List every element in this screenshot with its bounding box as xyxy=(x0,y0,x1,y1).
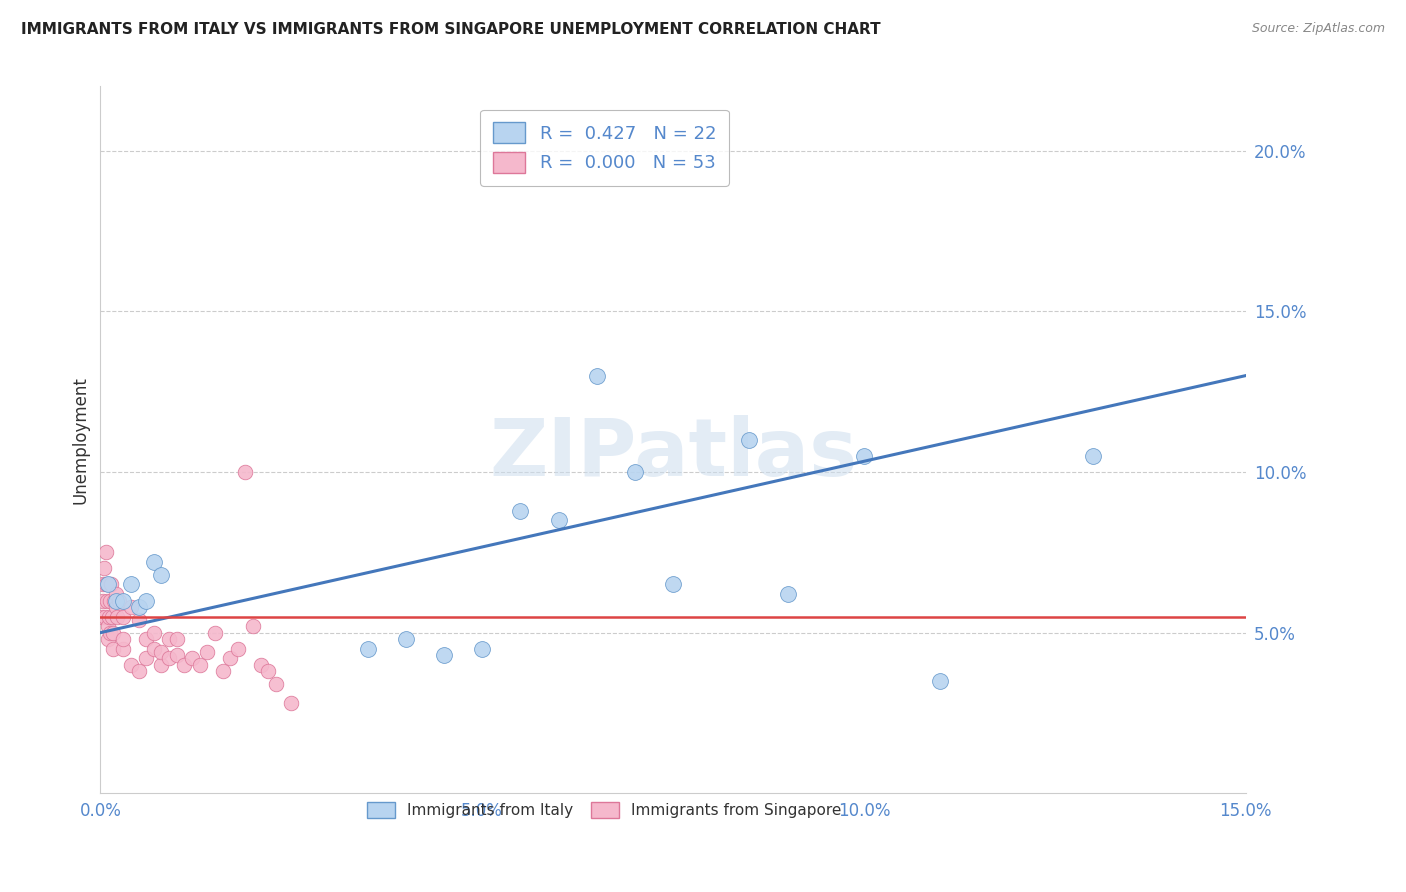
Point xyxy=(96,545,118,559)
Point xyxy=(96,593,118,607)
Point xyxy=(90,609,112,624)
Point xyxy=(128,599,150,614)
Point xyxy=(98,625,121,640)
Point xyxy=(112,609,135,624)
Point xyxy=(181,651,204,665)
Point xyxy=(280,697,302,711)
Point xyxy=(97,632,120,646)
Point xyxy=(356,641,378,656)
Legend: Immigrants from Italy, Immigrants from Singapore: Immigrants from Italy, Immigrants from S… xyxy=(361,797,848,824)
Point xyxy=(91,593,114,607)
Point xyxy=(662,577,685,591)
Point xyxy=(211,664,233,678)
Point xyxy=(624,465,647,479)
Point xyxy=(509,503,531,517)
Point xyxy=(249,657,271,672)
Point xyxy=(157,651,180,665)
Point xyxy=(929,673,952,688)
Text: IMMIGRANTS FROM ITALY VS IMMIGRANTS FROM SINGAPORE UNEMPLOYMENT CORRELATION CHAR: IMMIGRANTS FROM ITALY VS IMMIGRANTS FROM… xyxy=(21,22,880,37)
Point xyxy=(135,651,157,665)
Point xyxy=(173,657,195,672)
Point xyxy=(157,632,180,646)
Point xyxy=(257,664,280,678)
Point xyxy=(105,609,128,624)
Point xyxy=(93,561,115,575)
Point xyxy=(128,664,150,678)
Point xyxy=(97,577,120,591)
Point xyxy=(103,625,125,640)
Point xyxy=(103,593,125,607)
Point xyxy=(104,593,127,607)
Point xyxy=(150,657,173,672)
Text: ZIPatlas: ZIPatlas xyxy=(489,415,858,493)
Point xyxy=(120,657,142,672)
Point xyxy=(101,609,124,624)
Point xyxy=(120,577,142,591)
Point xyxy=(433,648,456,662)
Point xyxy=(142,641,165,656)
Point xyxy=(150,645,173,659)
Point xyxy=(853,449,876,463)
Point xyxy=(166,632,188,646)
Point xyxy=(195,645,218,659)
Text: Source: ZipAtlas.com: Source: ZipAtlas.com xyxy=(1251,22,1385,36)
Point xyxy=(94,577,117,591)
Point xyxy=(188,657,211,672)
Point xyxy=(547,513,569,527)
Point xyxy=(97,619,120,633)
Point xyxy=(264,677,287,691)
Point xyxy=(93,577,115,591)
Point xyxy=(471,641,494,656)
Point xyxy=(112,641,135,656)
Point xyxy=(150,567,173,582)
Point xyxy=(204,625,226,640)
Point xyxy=(585,368,607,383)
Point xyxy=(738,433,761,447)
Point xyxy=(112,593,135,607)
Point xyxy=(98,593,121,607)
Point xyxy=(108,593,131,607)
Point xyxy=(166,648,188,662)
Point xyxy=(94,609,117,624)
Point xyxy=(101,641,124,656)
Point xyxy=(142,625,165,640)
Point xyxy=(120,599,142,614)
Point xyxy=(104,587,127,601)
Point xyxy=(776,587,799,601)
Point xyxy=(100,577,122,591)
Point xyxy=(97,609,120,624)
Point xyxy=(235,465,257,479)
Point xyxy=(242,619,264,633)
Point xyxy=(128,613,150,627)
Point xyxy=(112,632,135,646)
Point xyxy=(104,599,127,614)
Point xyxy=(219,651,242,665)
Point xyxy=(142,555,165,569)
Point xyxy=(135,593,157,607)
Point xyxy=(1081,449,1104,463)
Point xyxy=(395,632,418,646)
Point xyxy=(226,641,249,656)
Point xyxy=(135,632,157,646)
Y-axis label: Unemployment: Unemployment xyxy=(72,376,89,504)
